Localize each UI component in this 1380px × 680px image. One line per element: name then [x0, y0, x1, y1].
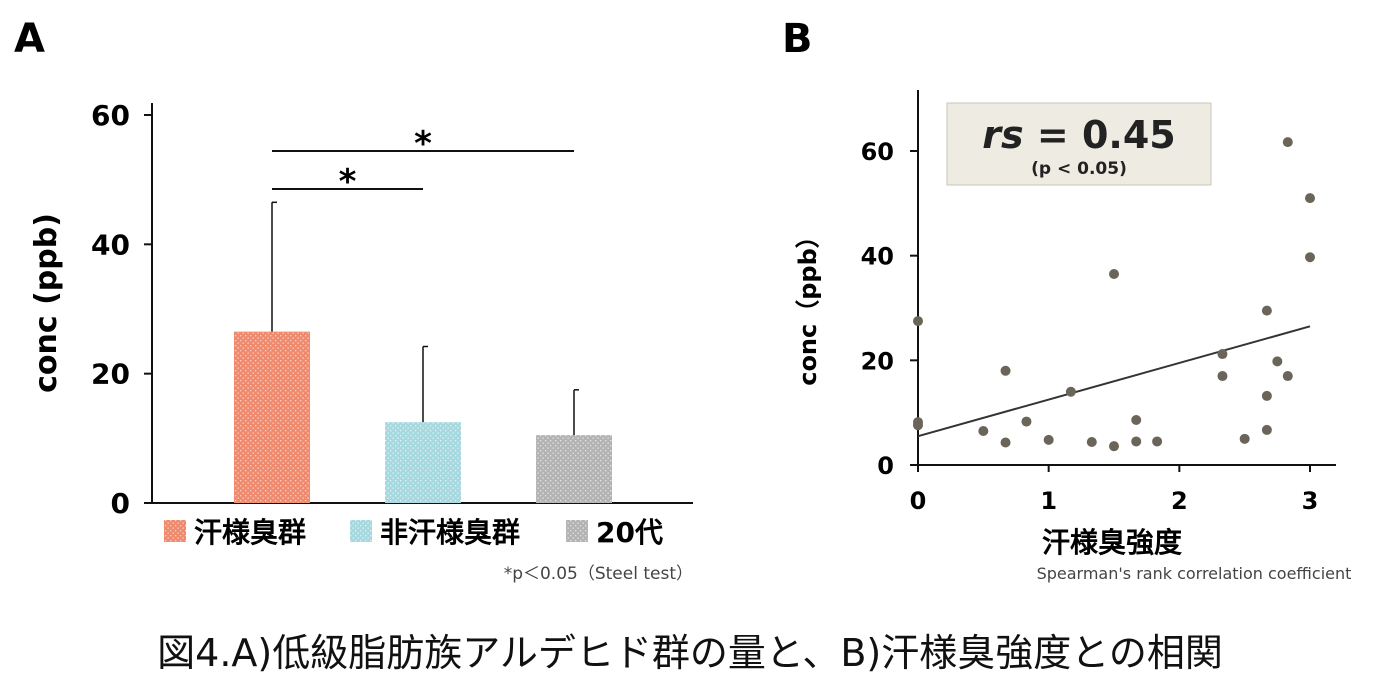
- scatter-point: [1261, 390, 1272, 401]
- stats-number: = 0.45: [1024, 113, 1176, 157]
- scatter-point: [913, 420, 923, 431]
- bar-y-tick-label: 20: [91, 358, 130, 391]
- scatter-y-axis-label: conc（ppb）: [794, 224, 822, 386]
- panel-label-a: A: [14, 16, 45, 62]
- significance-mark: *: [339, 162, 357, 202]
- panel-label-b: B: [782, 16, 813, 62]
- legend-label-1: 汗様臭群: [194, 516, 306, 549]
- scatter-point: [1282, 371, 1293, 382]
- scatter-point: [1131, 436, 1142, 447]
- scatter-point: [1217, 371, 1228, 382]
- scatter-chart: 0 20 40 60 0 1 2 3 conc（ppb） 汗様臭強度 Spearman's r…: [794, 90, 1351, 583]
- legend-label-2: 非汗様臭群: [380, 516, 520, 549]
- scatter-point: [1305, 252, 1315, 263]
- stats-value: rs = 0.45: [982, 113, 1175, 157]
- scatter-y-tick-label: 60: [861, 138, 894, 166]
- scatter-point: [1217, 349, 1228, 360]
- scatter-point: [1152, 436, 1163, 447]
- scatter-point: [1261, 305, 1272, 316]
- trend-line: [917, 325, 1311, 438]
- scatter-point: [1065, 386, 1076, 397]
- bar-y-tick-label: 40: [91, 228, 130, 261]
- stats-box: [946, 102, 1212, 186]
- scatter-point: [1109, 441, 1119, 452]
- scatter-point: [1272, 356, 1283, 367]
- scatter-point: [1282, 137, 1293, 148]
- scatter-point: [978, 425, 989, 436]
- scatter-note: Spearman's rank correlation coefficient: [1037, 564, 1352, 583]
- scatter-point: [1021, 416, 1032, 427]
- scatter-point: [1000, 437, 1011, 448]
- scatter-x-tick-label: 0: [910, 487, 927, 515]
- bar-note: *p＜0.05（Steel test）: [504, 564, 693, 584]
- scatter-point: [1305, 193, 1315, 204]
- scatter-x-axis-label: 汗様臭強度: [1042, 526, 1182, 559]
- scatter-point: [913, 316, 923, 327]
- legend-swatch-1: [164, 520, 186, 542]
- stats-prefix: rs: [982, 113, 1023, 157]
- legend-swatch-2: [350, 520, 372, 542]
- scatter-x-tick-label: 2: [1171, 487, 1188, 515]
- bar-y-tick-label: 60: [91, 99, 130, 132]
- scatter-point: [1086, 436, 1097, 447]
- scatter-x-tick-label: 1: [1040, 487, 1057, 515]
- scatter-y-tick-label: 40: [861, 243, 894, 271]
- scatter-y-tick-label: 0: [877, 452, 894, 480]
- scatter-point: [1109, 268, 1119, 279]
- bar-3: [536, 435, 612, 503]
- scatter-point: [1261, 424, 1272, 435]
- figure-caption: 図4.A)低級脂肪族アルデヒド群の量と、B)汗様臭強度との相関: [157, 631, 1223, 675]
- scatter-point: [1239, 433, 1250, 444]
- bar-chart: 0 20 40 60 * * conc (ppb) 汗様臭群 非汗様臭群 20代 *p＜0.…: [29, 99, 693, 584]
- significance-mark: *: [414, 124, 432, 164]
- stats-pvalue: (p < 0.05): [1031, 159, 1127, 179]
- legend-label-3: 20代: [596, 516, 663, 549]
- scatter-point: [1131, 414, 1142, 425]
- scatter-point: [1000, 365, 1011, 376]
- scatter-x-tick-label: 3: [1302, 487, 1319, 515]
- bar-y-tick-label: 0: [111, 487, 130, 520]
- bar-2: [385, 422, 461, 503]
- bar-1: [234, 331, 310, 503]
- bar-y-axis-label: conc (ppb): [29, 213, 64, 393]
- legend-swatch-3: [566, 520, 588, 542]
- scatter-point: [1043, 434, 1054, 445]
- scatter-y-tick-label: 20: [861, 347, 894, 375]
